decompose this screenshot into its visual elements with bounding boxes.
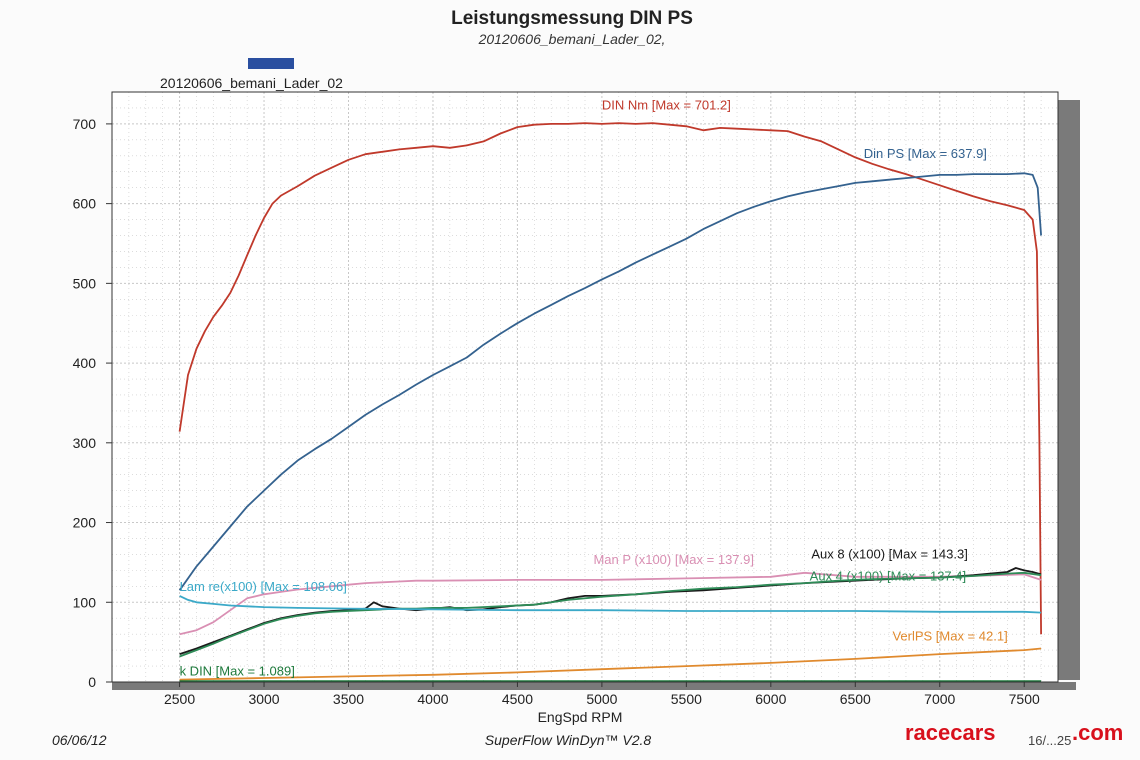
x-tick-label: 5500 [671, 691, 702, 707]
series-label-man-p-x100: Man P (x100) [Max = 137.9] [593, 552, 754, 567]
legend-entry: 20120606_bemani_Lader_02 [160, 75, 343, 91]
x-axis-ticks: 2500 3000 3500 4000 4500 5000 5500 6000 6500 7000… [164, 682, 1040, 707]
y-tick-label: 600 [73, 196, 97, 212]
series-label-lam-re-x100: Lam re(x100) [Max = 108.06] [180, 579, 347, 594]
y-tick-label: 100 [73, 594, 97, 610]
frame-shadow-bottom [112, 682, 1076, 690]
series-labels: DIN Nm [Max = 701.2] Din PS [Max = 637.9]… [180, 98, 1008, 679]
footer-page: 16/...25 [1028, 733, 1071, 748]
y-tick-label: 300 [73, 435, 97, 451]
series-group [178, 122, 1042, 683]
legend-swatch [248, 58, 294, 69]
x-tick-label: 6500 [840, 691, 871, 707]
y-tick-label: 200 [73, 515, 97, 531]
x-tick-label: 4000 [417, 691, 448, 707]
x-tick-label: 3000 [248, 691, 279, 707]
x-tick-label: 7500 [1009, 691, 1040, 707]
x-tick-label: 2500 [164, 691, 195, 707]
chart-title: Leistungsmessung DIN PS [451, 8, 693, 29]
series-line-aux-4-x100 [179, 571, 1042, 658]
series-line-lam-re-x100 [179, 595, 1042, 614]
series-label-din-ps: Din PS [Max = 637.9] [864, 146, 987, 161]
series-label-k-din: k DIN [Max = 1.089] [180, 664, 295, 679]
series-label-din-nm: DIN Nm [Max = 701.2] [602, 98, 731, 113]
series-line-din-nm [178, 122, 1042, 635]
plot-background [112, 92, 1058, 682]
series-label-aux-4-x100: Aux 4 (x100) [Max = 137.4] [810, 569, 966, 584]
series-label-verlps: VerlPS [Max = 42.1] [892, 629, 1007, 644]
y-tick-label: 500 [73, 275, 97, 291]
x-tick-label: 7000 [924, 691, 955, 707]
watermark-part1: racecars [905, 720, 996, 745]
y-tick-label: 400 [73, 355, 97, 371]
series-label-aux-8-x100: Aux 8 (x100) [Max = 143.3] [811, 546, 967, 561]
grid [112, 92, 1058, 683]
footer-software: SuperFlow WinDyn™ V2.8 [485, 732, 652, 748]
y-tick-label: 0 [88, 674, 96, 690]
frame-shadow-right [1058, 100, 1080, 680]
footer-date: 06/06/12 [52, 732, 107, 748]
x-tick-label: 4500 [502, 691, 533, 707]
chart-subtitle: 20120606_bemani_Lader_02, [478, 31, 666, 47]
racecars-logo-icon: racecars 16/...25 .com [905, 720, 1123, 748]
watermark-part2: .com [1072, 720, 1123, 745]
series-line-din-ps [178, 172, 1042, 591]
x-tick-label: 6000 [755, 691, 786, 707]
x-axis-label: EngSpd RPM [538, 709, 623, 725]
x-tick-label: 3500 [333, 691, 364, 707]
series-line-man-p-x100 [179, 571, 1042, 636]
plot-border [111, 91, 1059, 683]
y-axis-ticks: 0 100 200 300 400 500 600 700 [73, 116, 112, 690]
x-tick-label: 5000 [586, 691, 617, 707]
y-tick-label: 700 [73, 116, 97, 132]
series-line-verlps [179, 647, 1042, 681]
